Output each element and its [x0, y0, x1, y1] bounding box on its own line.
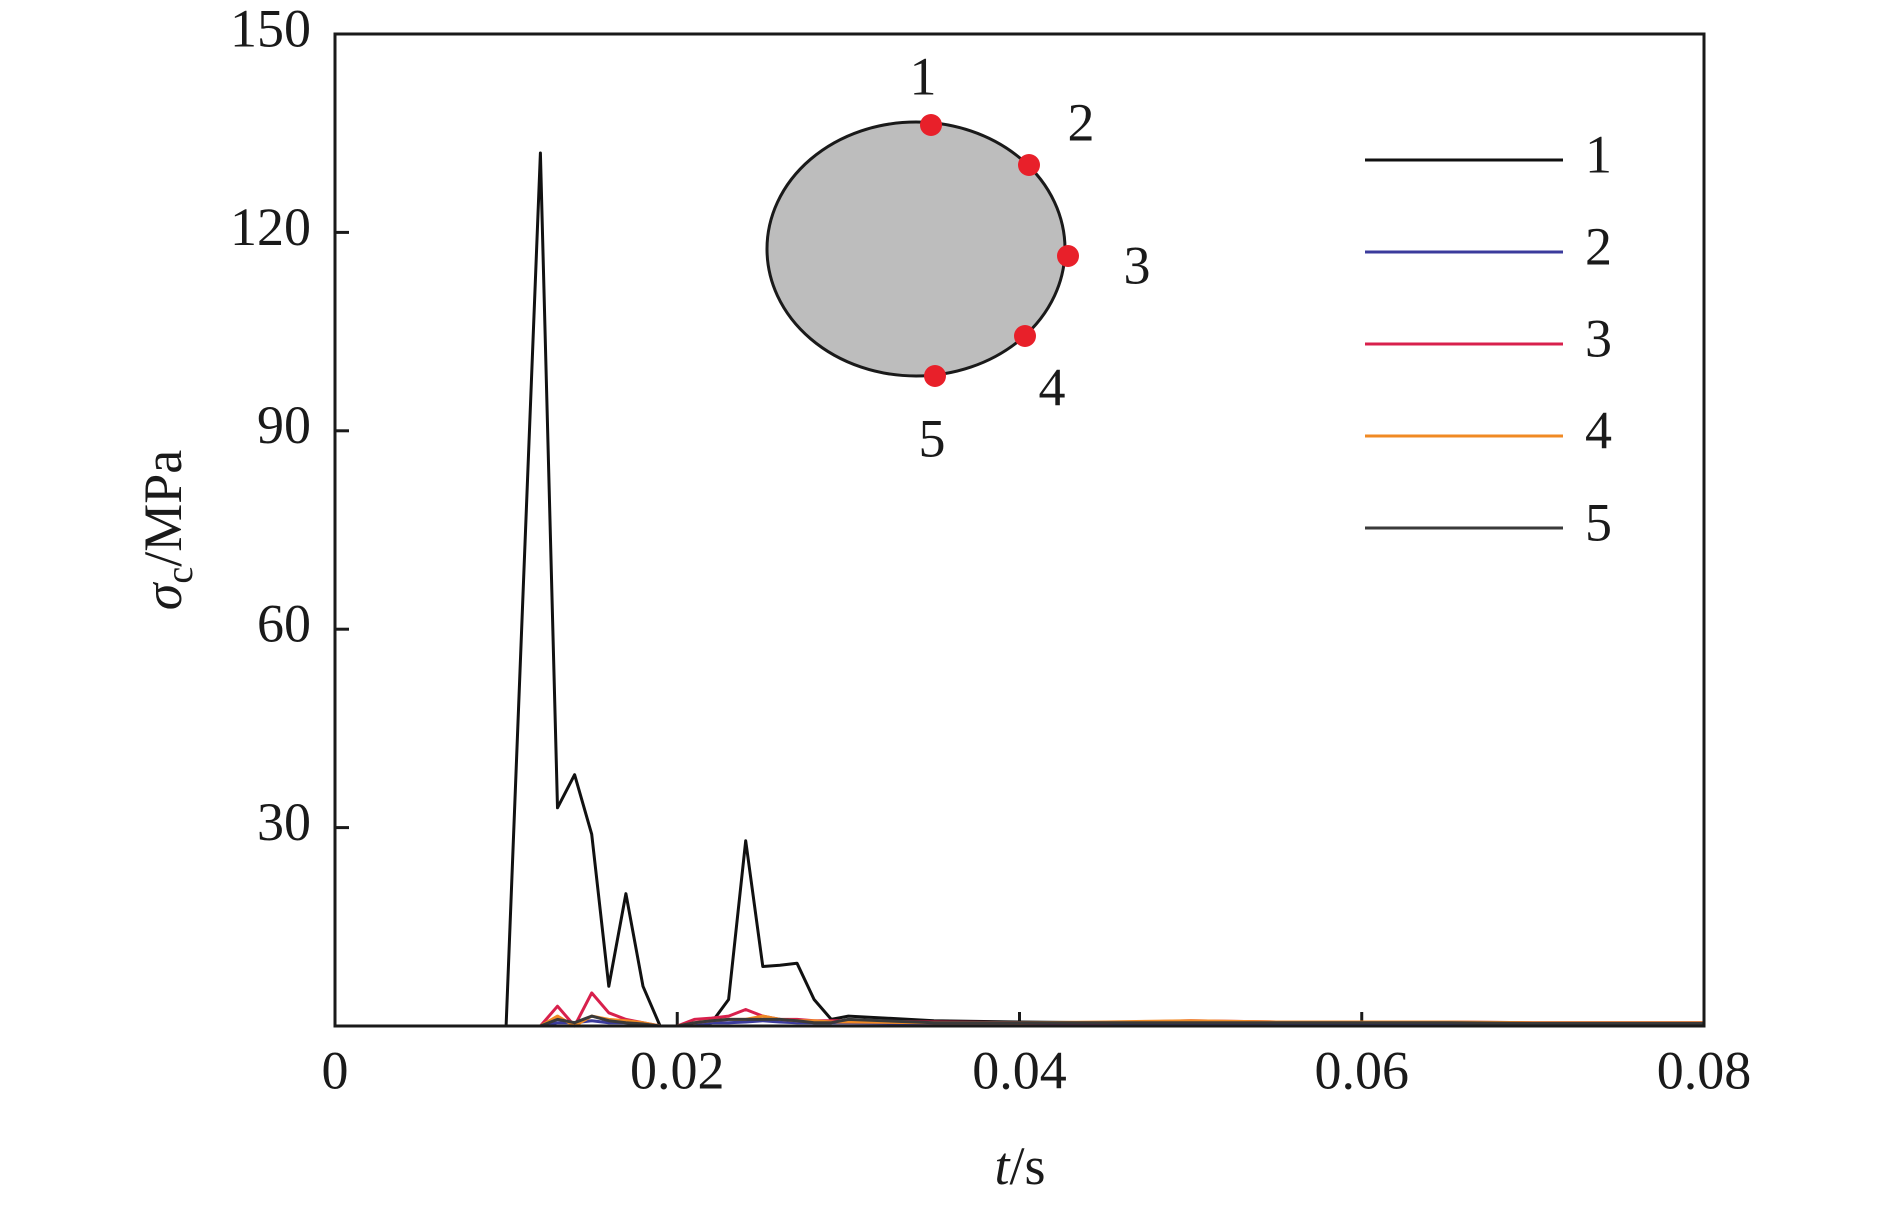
x-tick-label: 0.06 [1315, 1040, 1410, 1100]
y-tick-label: 150 [230, 0, 311, 58]
inset-point-label: 5 [919, 408, 946, 468]
x-tick-label: 0.02 [630, 1040, 725, 1100]
y-tick-label: 90 [257, 395, 311, 455]
x-tick-label: 0.08 [1657, 1040, 1752, 1100]
legend-label: 1 [1585, 124, 1612, 184]
y-label-subscript: c [159, 567, 201, 584]
inset-point-label: 4 [1039, 357, 1066, 417]
inset: 1 2 3 4 5 [765, 46, 1151, 468]
x-label-symbol: t [994, 1136, 1011, 1196]
inset-point [1014, 325, 1036, 347]
x-tick-label: 0.04 [972, 1040, 1067, 1100]
y-label-unit: /MPa [133, 450, 193, 567]
inset-point [1057, 245, 1079, 267]
inset-point-label: 3 [1124, 235, 1151, 295]
y-label-symbol: σ [133, 581, 193, 610]
y-axis-label: σc/MPa [133, 450, 200, 611]
inset-point-label: 1 [910, 46, 937, 106]
series-line [335, 1014, 1704, 1028]
legend-label: 4 [1585, 400, 1612, 460]
inset-point [920, 114, 942, 136]
legend-label: 3 [1585, 308, 1612, 368]
legend-label: 2 [1585, 216, 1612, 276]
x-axis-label: t/s [994, 1136, 1045, 1196]
legend-label: 5 [1585, 492, 1612, 552]
y-tick-label: 60 [257, 594, 311, 654]
y-tick-label: 30 [257, 792, 311, 852]
y-tick-label: 120 [230, 197, 311, 257]
x-label-unit: /s [1009, 1136, 1045, 1196]
x-tick-label: 0 [322, 1040, 349, 1100]
inset-point [1018, 154, 1040, 176]
inset-point [924, 365, 946, 387]
inset-point-label: 2 [1068, 92, 1095, 152]
plot-frame [333, 32, 1706, 1028]
